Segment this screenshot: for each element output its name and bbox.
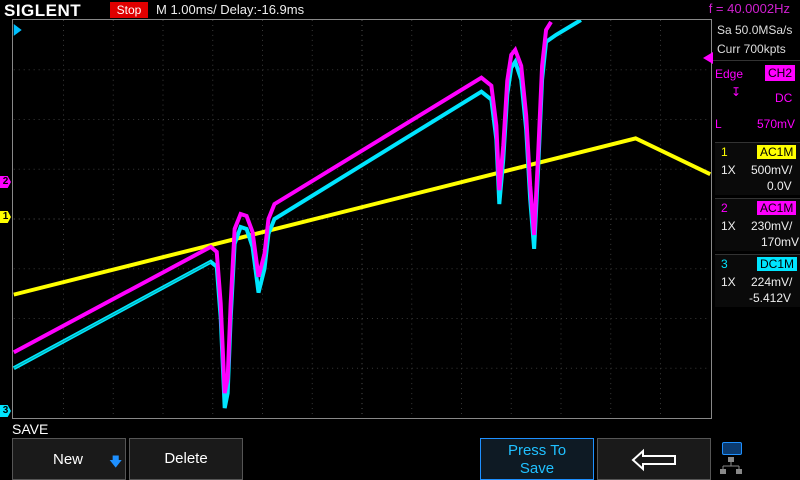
trigger-level-marker[interactable] xyxy=(703,52,713,64)
trigger-type: Edge xyxy=(715,67,744,81)
timebase-readout: M 1.00ms/ Delay:-16.9ms xyxy=(156,2,305,17)
channel-3-offset-marker[interactable]: 3 xyxy=(0,405,11,417)
channel-2-offset-marker[interactable]: 2 xyxy=(0,176,11,188)
trigger-position-marker xyxy=(13,23,22,36)
return-icon xyxy=(631,448,676,472)
channel-1-info[interactable]: 1 AC1M 1X 500mV/ 0.0V xyxy=(715,142,800,195)
menu-title: SAVE xyxy=(12,421,49,437)
brand-logo: SIGLENT xyxy=(4,1,82,20)
channel-3-info[interactable]: 3 DC1M 1X 224mV/ -5.412V xyxy=(715,254,800,307)
status-icons xyxy=(718,440,798,480)
grid xyxy=(13,20,711,418)
status-bar: SIGLENT Stop M 1.00ms/ Delay:-16.9ms f =… xyxy=(0,0,800,20)
new-button[interactable]: New 🡇 xyxy=(12,438,126,480)
waveform-display[interactable] xyxy=(12,19,712,419)
info-panel: Sa 50.0MSa/s Curr 700kpts Edge CH2 ↧ DC … xyxy=(713,20,800,420)
frequency-readout: f = 40.0002Hz xyxy=(708,1,790,16)
run-stop-status[interactable]: Stop xyxy=(110,2,148,18)
memory-depth: Curr 700kpts xyxy=(717,42,786,56)
channel-2-info[interactable]: 2 AC1M 1X 230mV/ 170mV xyxy=(715,198,800,251)
arrow-down-icon: 🡇 xyxy=(109,454,123,469)
network-icon xyxy=(720,457,742,474)
press-to-save-button[interactable]: Press To Save xyxy=(480,438,594,480)
usb-icon xyxy=(722,442,742,455)
channel-1-offset-marker[interactable]: 1 xyxy=(0,211,11,223)
trigger-box[interactable]: Edge CH2 ↧ DC L 570mV xyxy=(713,60,800,141)
channel-2-trace xyxy=(13,20,553,394)
channel-1-trace xyxy=(13,136,711,297)
trigger-source-badge: CH2 xyxy=(765,65,796,81)
return-button[interactable] xyxy=(597,438,711,480)
delete-button[interactable]: Delete xyxy=(129,438,243,480)
trigger-level: 570mV xyxy=(757,117,796,131)
rising-edge-icon: ↧ xyxy=(731,85,742,99)
sample-rate: Sa 50.0MSa/s xyxy=(717,23,793,37)
trigger-level-label: L xyxy=(715,117,722,131)
trigger-coupling: DC xyxy=(775,91,793,105)
